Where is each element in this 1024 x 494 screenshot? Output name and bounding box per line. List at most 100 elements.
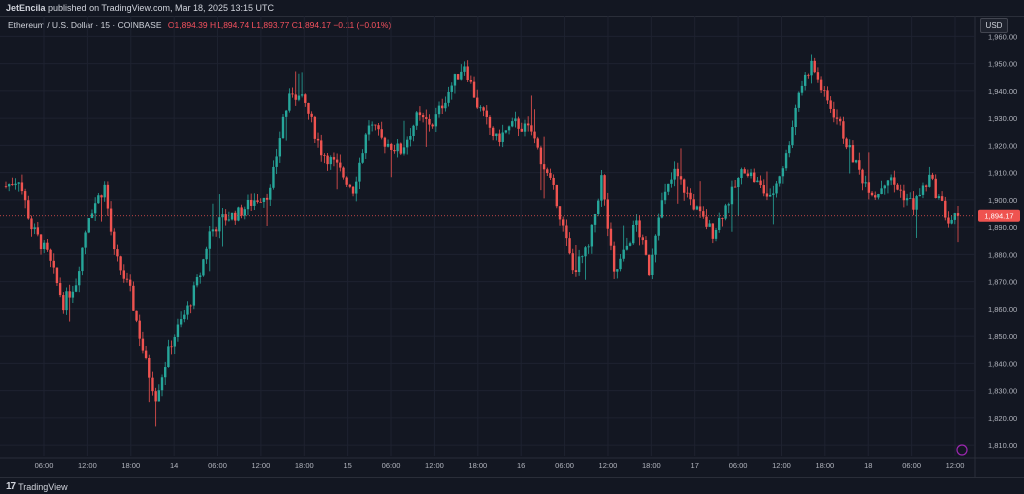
candle-body	[714, 229, 718, 239]
candle-body	[97, 195, 100, 204]
candlestick-chart[interactable]: 1,960.00 1,950.00 1,940.00 1,930.00 1,920.00…	[0, 16, 1024, 477]
candle-body	[259, 201, 262, 203]
candle-body	[552, 177, 555, 185]
candle-body	[377, 125, 380, 130]
candle-body	[7, 184, 11, 187]
candle-body	[234, 212, 237, 221]
y-tick-label: 1,870.00	[988, 278, 1017, 287]
candle-body	[412, 125, 415, 137]
candle-body	[272, 166, 275, 188]
candle-body	[778, 176, 781, 184]
publish-bar: JetEncila published on TradingView.com, …	[0, 0, 1024, 17]
publish-info: JetEncila published on TradingView.com, …	[6, 3, 274, 13]
candle-body	[288, 93, 291, 111]
candle-body	[383, 137, 387, 147]
candle-body	[297, 95, 301, 100]
candle-body	[915, 196, 918, 210]
y-tick-label: 1,940.00	[988, 87, 1017, 96]
candle-body	[702, 211, 705, 217]
candle-body	[861, 169, 864, 184]
candle-body	[495, 133, 498, 137]
currency-button[interactable]: USD	[980, 18, 1008, 33]
candle-body	[625, 245, 629, 250]
chart-area[interactable]: 1,960.00 1,950.00 1,940.00 1,930.00 1,920.00…	[0, 16, 1024, 477]
candle-body	[628, 243, 632, 246]
candle-body	[253, 200, 256, 206]
x-tick-label: 18:00	[642, 461, 661, 470]
footer-bar: 17 TradingView	[0, 477, 1024, 494]
candle-body	[934, 178, 937, 199]
candle-body	[848, 145, 851, 148]
tradingview-logo[interactable]: 17 TradingView	[6, 481, 68, 492]
candle-body	[202, 259, 205, 276]
candle-body	[673, 168, 676, 180]
y-tick-label: 1,860.00	[988, 305, 1017, 314]
candle-body	[896, 184, 899, 190]
author-name[interactable]: JetEncila	[6, 3, 46, 13]
candle-body	[542, 164, 546, 170]
candle-body	[765, 193, 769, 197]
candle-body	[587, 246, 590, 248]
y-tick-label: 1,810.00	[988, 441, 1017, 450]
candle-body	[421, 115, 425, 118]
candle-body	[49, 249, 52, 261]
candle-body	[635, 220, 638, 225]
candle-body	[679, 176, 683, 180]
candle-body	[641, 237, 644, 241]
candle-body	[367, 125, 371, 135]
candle-body	[663, 191, 667, 201]
candle-body	[829, 100, 832, 109]
x-tick-label: 17	[691, 461, 699, 470]
candle-body	[803, 74, 807, 86]
candle-body	[160, 377, 164, 391]
candle-body	[144, 350, 148, 358]
candle-body	[565, 225, 568, 239]
candle-body	[243, 209, 246, 216]
candle-body	[450, 85, 453, 92]
candle-body	[695, 206, 699, 210]
candle-body	[275, 156, 278, 167]
candle-body	[358, 162, 361, 182]
candle-body	[208, 231, 211, 249]
candle-body	[211, 229, 215, 232]
candle-body	[323, 155, 326, 157]
x-tick-label: 16	[517, 461, 525, 470]
candle-body	[953, 213, 957, 220]
candle-body	[173, 337, 176, 347]
candle-body	[746, 173, 750, 177]
candle-body	[460, 71, 463, 80]
candle-body	[256, 200, 259, 202]
candle-body	[11, 184, 14, 186]
symbol-title[interactable]: Ethereum / U.S. Dollar · 15 · COINBASE	[8, 20, 162, 30]
candle-body	[533, 131, 536, 139]
x-tick-label: 12:00	[78, 461, 97, 470]
candle-body	[632, 224, 635, 244]
candle-body	[291, 93, 294, 95]
x-tick-label: 18:00	[121, 461, 140, 470]
candle-body	[571, 253, 574, 271]
candle-body	[262, 197, 266, 202]
candle-body	[759, 180, 762, 186]
candle-body	[724, 205, 727, 219]
symbol-legend: Ethereum / U.S. Dollar · 15 · COINBASE O…	[8, 20, 391, 30]
candle-body	[300, 94, 304, 96]
x-tick-label: 06:00	[208, 461, 227, 470]
candle-body	[109, 208, 113, 232]
x-tick-label: 12:00	[599, 461, 618, 470]
candle-body	[612, 245, 616, 272]
candle-body	[622, 249, 625, 259]
candle-body	[835, 117, 839, 119]
x-tick-label: 12:00	[772, 461, 791, 470]
y-tick-label: 1,880.00	[988, 250, 1017, 259]
candle-body	[603, 175, 606, 200]
tradingview-logo-text: TradingView	[18, 481, 68, 492]
candle-body	[880, 188, 883, 194]
candle-body	[762, 185, 765, 194]
candle-body	[307, 102, 310, 114]
candle-body	[526, 123, 530, 126]
candle-body	[740, 169, 743, 178]
x-tick-label: 06:00	[902, 461, 921, 470]
candle-body	[536, 138, 539, 148]
candle-body	[912, 198, 915, 210]
candle-body	[743, 169, 746, 174]
